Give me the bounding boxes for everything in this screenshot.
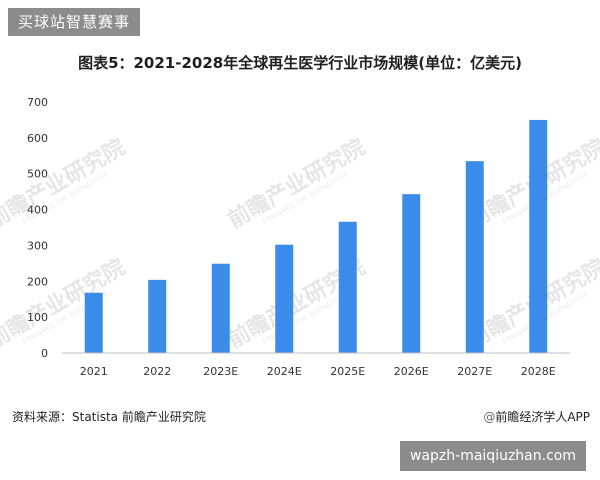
brand-name: 前瞻经济学人APP [495, 410, 590, 424]
bar [338, 221, 357, 353]
y-tick-label: 500 [27, 168, 48, 181]
watermark-text: 前瞻产业研究院 [0, 254, 130, 354]
y-tick-label: 300 [27, 239, 48, 252]
at-icon: @ [483, 410, 496, 424]
x-tick-label: 2026E [394, 365, 429, 378]
watermark-text: 前瞻产业研究院 [223, 134, 369, 234]
x-tick-label: 2022 [143, 365, 171, 378]
bar [275, 244, 294, 353]
x-axis-ticks: 2021 2022 2023E 2024E 2025E 2026E 2027E 2028E [80, 365, 556, 378]
bar [84, 292, 103, 353]
bar [211, 263, 230, 353]
bar [465, 161, 484, 353]
y-tick-label: 700 [27, 96, 48, 109]
watermark-text: 前瞻产业研究院 [0, 134, 130, 234]
bar [402, 194, 421, 353]
chart-title: 图表5：2021-2028年全球再生医学行业市场规模(单位：亿美元) [78, 54, 522, 72]
brand-credit: @前瞻经济学人APP [483, 408, 590, 425]
x-tick-label: 2024E [267, 365, 302, 378]
bar [529, 119, 548, 353]
y-axis-ticks: 0 100 200 300 400 500 600 700 [27, 96, 48, 360]
x-tick-label: 2021 [80, 365, 108, 378]
url-tag: wapzh-maiqiuzhan.com [400, 441, 586, 471]
bar-series [84, 119, 548, 353]
y-tick-label: 200 [27, 275, 48, 288]
x-tick-label: 2025E [330, 365, 365, 378]
x-tick-label: 2027E [457, 365, 492, 378]
y-tick-label: 0 [41, 347, 48, 360]
x-tick-label: 2028E [521, 365, 556, 378]
y-tick-label: 400 [27, 204, 48, 217]
y-tick-label: 600 [27, 132, 48, 145]
top-tag: 买球站智慧赛事 [8, 8, 141, 36]
bar [148, 279, 167, 353]
x-tick-label: 2023E [203, 365, 238, 378]
source-note: 资料来源：Statista 前瞻产业研究院 [12, 410, 206, 424]
y-tick-label: 100 [27, 311, 48, 324]
